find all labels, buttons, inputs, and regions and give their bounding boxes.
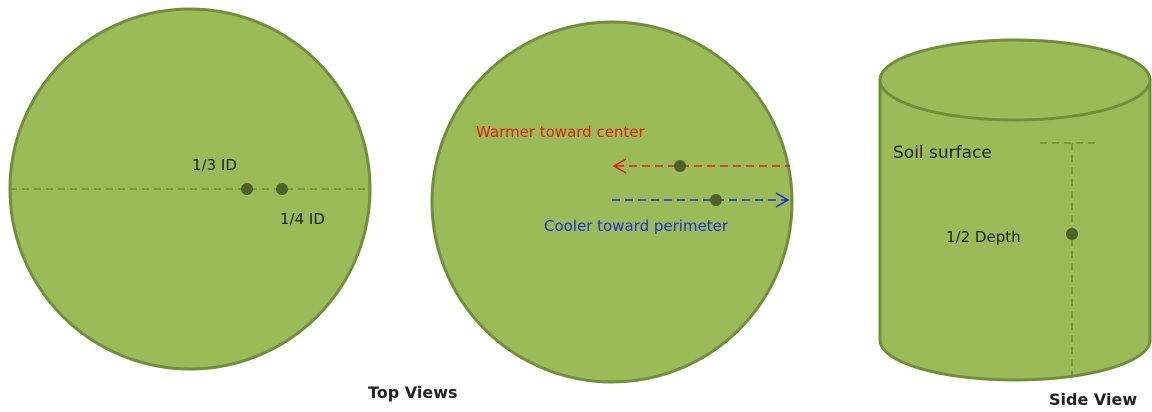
arrowhead (775, 192, 790, 208)
cylinder-body (878, 80, 1152, 382)
label: Soil surface (893, 143, 992, 163)
cylinder-top (878, 38, 1152, 122)
label: 1/4 ID (280, 210, 325, 228)
label: Cooler toward perimeter (544, 217, 729, 235)
point (241, 183, 253, 195)
caption: Side View (1049, 390, 1137, 409)
caption: Top Views (368, 383, 458, 402)
point (276, 183, 288, 195)
point (710, 194, 722, 206)
arrowhead (612, 158, 627, 174)
label: 1/2 Depth (946, 228, 1021, 246)
point (674, 160, 686, 172)
point (1066, 228, 1078, 240)
label: 1/3 ID (192, 156, 237, 174)
top-view-circle-2 (430, 20, 794, 384)
label: Warmer toward center (476, 123, 646, 141)
